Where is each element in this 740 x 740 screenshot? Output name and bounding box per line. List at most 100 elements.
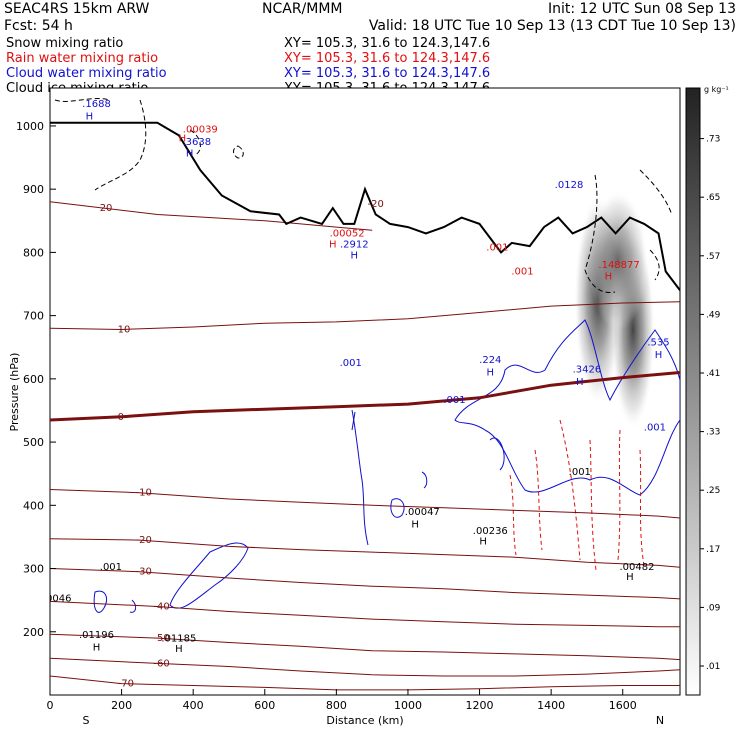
field-value-label: .001 bbox=[511, 267, 533, 278]
temperature-contour bbox=[50, 489, 680, 519]
cloud-ice-contours bbox=[54, 98, 673, 294]
colorbar-tick-label: .01 bbox=[706, 662, 720, 672]
terrain-line bbox=[50, 121, 680, 291]
colorbar-tick-label: .49 bbox=[706, 310, 721, 320]
field-value-label: .01196 bbox=[79, 630, 114, 641]
contour-label: -50 bbox=[153, 633, 169, 644]
plot-frame bbox=[49, 87, 681, 696]
field-value-label: H bbox=[329, 239, 337, 250]
field-value-label: .0046 bbox=[43, 593, 72, 604]
field-value-label: H bbox=[626, 572, 634, 583]
x-axis-label: Distance (km) bbox=[326, 714, 403, 727]
field-value-label: .148877 bbox=[598, 260, 639, 271]
x-tick-label: 400 bbox=[183, 699, 204, 712]
field-xy: XY= 105.3, 31.6 to 124.3,147.6 bbox=[284, 36, 490, 51]
x-tick-label: 0 bbox=[47, 699, 54, 712]
valid-time: Valid: 18 UTC Tue 10 Sep 13 (13 CDT Tue … bbox=[369, 18, 736, 34]
field-xy: XY= 105.3, 31.6 to 124.3,147.6 bbox=[284, 51, 490, 66]
x-tick-label: 200 bbox=[111, 699, 132, 712]
temperature-contour bbox=[50, 301, 680, 331]
x-end-label-left: S bbox=[83, 714, 90, 727]
y-tick-label: 400 bbox=[23, 499, 44, 512]
forecast-hour: Fcst: 54 h bbox=[4, 18, 73, 34]
field-value-label: .001 bbox=[644, 423, 666, 434]
contour-label: -40 bbox=[153, 602, 169, 613]
temperature-contour bbox=[50, 538, 680, 568]
field-value-label: .3638 bbox=[182, 137, 211, 148]
model-title: SEAC4RS 15km ARW bbox=[4, 1, 150, 17]
x-tick-label: 1600 bbox=[609, 699, 637, 712]
colorbar-tick-label: .25 bbox=[706, 486, 720, 496]
field-value-label: .001 bbox=[100, 562, 122, 573]
field-xy: XY= 105.3, 31.6 to 124.3,147.6 bbox=[284, 66, 490, 81]
y-tick-label: 900 bbox=[23, 183, 44, 196]
y-tick-label: 700 bbox=[23, 310, 44, 323]
contour-label: -20 bbox=[136, 535, 152, 546]
field-value-label: .001 bbox=[486, 243, 508, 254]
field-value-label: .00482 bbox=[620, 562, 655, 573]
field-value-label: .00047 bbox=[405, 507, 440, 518]
field-legend: Snow mixing ratio XY= 105.3, 31.6 to 124.… bbox=[6, 36, 490, 96]
colorbar-tick-label: .57 bbox=[706, 252, 720, 262]
init-time: Init: 12 UTC Sun 08 Sep 13 bbox=[548, 1, 736, 17]
field-value-label: .001 bbox=[443, 395, 465, 406]
field-value-label: .535 bbox=[647, 337, 669, 348]
shaded-field bbox=[574, 190, 655, 430]
contour-label: -60 bbox=[153, 658, 169, 669]
temperature-contour bbox=[50, 371, 680, 422]
temperature-contour bbox=[50, 633, 680, 661]
field-value-label: .2912 bbox=[340, 239, 369, 250]
x-tick-label: 1400 bbox=[537, 699, 565, 712]
field-name: Snow mixing ratio bbox=[6, 36, 123, 51]
contour-label: 20 bbox=[100, 203, 113, 214]
colorbar-unit: g kg⁻¹ bbox=[704, 85, 729, 94]
x-tick-label: 1000 bbox=[394, 699, 422, 712]
field-value-label: H bbox=[186, 148, 194, 159]
colorbar-tick-label: .33 bbox=[706, 428, 720, 438]
colorbar-tick-label: .17 bbox=[706, 545, 720, 555]
colorbar-tick-label: .41 bbox=[706, 369, 720, 379]
field-value-label: H bbox=[86, 112, 94, 123]
x-axis: 0 200 400 600 800 1000 1200 1400 1600 bbox=[47, 689, 637, 712]
field-value-label: .001 bbox=[340, 358, 362, 369]
contour-label: -10 bbox=[136, 488, 152, 499]
field-value-label: .3426 bbox=[573, 365, 602, 376]
x-end-label-right: N bbox=[656, 714, 664, 727]
colorbar-tick-label: .73 bbox=[706, 135, 720, 145]
y-tick-label: 200 bbox=[23, 626, 44, 639]
x-tick-label: 1200 bbox=[466, 699, 494, 712]
header: SEAC4RS 15km ARW NCAR/MMM Init: 12 UTC S… bbox=[4, 1, 736, 96]
field-value-label: .1688 bbox=[82, 99, 111, 110]
field-value-label: H bbox=[605, 272, 613, 283]
field-name: Cloud water mixing ratio bbox=[6, 66, 167, 81]
contour-label: -30 bbox=[136, 567, 152, 578]
y-tick-label: 1000 bbox=[16, 120, 44, 133]
contour-label: 0 bbox=[118, 412, 124, 423]
contour-label: -70 bbox=[118, 679, 134, 690]
temperature-contour bbox=[50, 600, 680, 628]
colorbar-bar bbox=[685, 87, 701, 696]
y-tick-label: 500 bbox=[23, 436, 44, 449]
field-value-label: .01185 bbox=[161, 633, 196, 644]
x-tick-label: 600 bbox=[254, 699, 275, 712]
temperature-contour bbox=[50, 657, 680, 677]
x-tick-label: 800 bbox=[326, 699, 347, 712]
colorbar-ticks: .01 .09 .17 .25 .33 .41 .49 .57 .65 .73 bbox=[700, 135, 721, 672]
field-value-label: -20 bbox=[368, 199, 384, 210]
colorbar: g kg⁻¹ .01 .09 .17 .25 .33 .41 .49 .57 .65 .73 bbox=[685, 85, 729, 696]
institution: NCAR/MMM bbox=[262, 1, 343, 17]
field-value-label: .001 bbox=[569, 467, 591, 478]
field-value-label: .00039 bbox=[183, 124, 218, 135]
rain-water-contours bbox=[509, 419, 645, 571]
y-tick-label: 800 bbox=[23, 246, 44, 259]
field-value-label: .0128 bbox=[555, 180, 584, 191]
field-name: Rain water mixing ratio bbox=[6, 51, 158, 66]
field-value-label: .224 bbox=[479, 355, 501, 366]
y-axis-label: Pressure (hPa) bbox=[8, 353, 21, 432]
field-value-label: H bbox=[175, 644, 183, 655]
field-value-label: H bbox=[479, 537, 487, 548]
field-value-label: H bbox=[411, 519, 419, 530]
contour-label: 10 bbox=[118, 325, 131, 336]
field-value-label: H bbox=[93, 643, 101, 654]
